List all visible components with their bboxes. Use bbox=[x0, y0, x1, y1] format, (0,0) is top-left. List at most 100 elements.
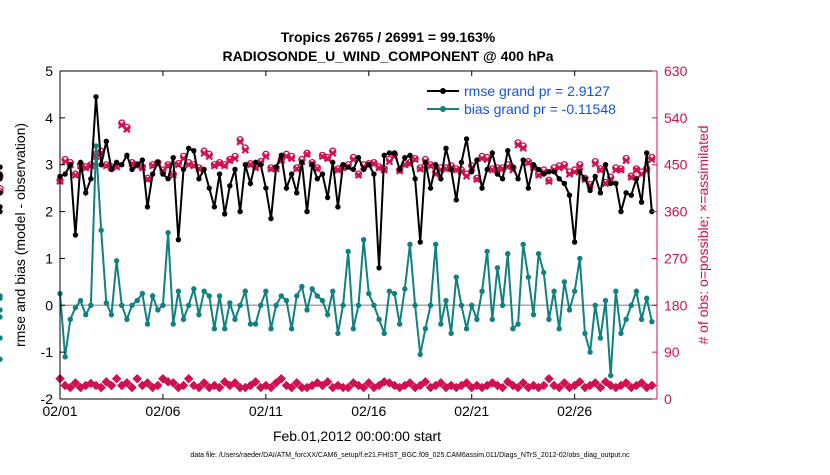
bias-point bbox=[206, 293, 212, 299]
obs-low-marker bbox=[554, 382, 565, 393]
obs-assimilated-marker bbox=[210, 161, 219, 170]
obs-low-marker bbox=[574, 376, 585, 387]
obs-assimilated-marker bbox=[184, 160, 193, 169]
rmse-point bbox=[227, 183, 233, 189]
bias-point bbox=[422, 326, 429, 332]
obs-assimilated-marker bbox=[318, 152, 327, 161]
bias-point bbox=[371, 302, 377, 308]
bias-point bbox=[360, 236, 367, 243]
bias-point bbox=[494, 265, 501, 271]
rmse-point bbox=[592, 173, 598, 180]
rmse-point bbox=[314, 176, 321, 182]
bias-point bbox=[561, 279, 568, 285]
bias-point bbox=[242, 288, 248, 294]
bias-point bbox=[165, 229, 171, 236]
rmse-point bbox=[83, 190, 89, 196]
rmse-point bbox=[458, 159, 465, 166]
obs-assimilated-marker bbox=[349, 155, 358, 164]
bias-point bbox=[499, 302, 506, 308]
x-tick-label: 02/26 bbox=[557, 403, 592, 419]
obs-assimilated-marker bbox=[411, 155, 419, 164]
obs-low-marker bbox=[168, 378, 179, 388]
obs-low-marker bbox=[497, 382, 508, 393]
bias-point bbox=[216, 293, 223, 299]
obs-assimilated-marker bbox=[287, 154, 296, 163]
obs-assimilated-marker bbox=[200, 149, 208, 158]
obs-possible-marker bbox=[0, 172, 4, 180]
rmse-point bbox=[551, 169, 557, 175]
obs-low-marker bbox=[276, 373, 287, 384]
obs-assimilated-marker bbox=[81, 164, 90, 172]
obs-low-marker bbox=[595, 382, 606, 393]
bias-point bbox=[0, 293, 3, 299]
bias-point bbox=[180, 316, 187, 323]
legend-entry: bias grand pr = -0.11548 bbox=[464, 101, 616, 117]
rmse-point bbox=[587, 187, 593, 194]
rmse-point bbox=[62, 171, 68, 177]
bias-point bbox=[0, 335, 3, 341]
rmse-point bbox=[494, 171, 501, 177]
rmse-point bbox=[638, 199, 645, 205]
obs-low-marker bbox=[605, 380, 616, 391]
rmse-point bbox=[201, 166, 207, 173]
rmse-point bbox=[191, 147, 197, 154]
obs-low-marker bbox=[209, 380, 220, 391]
y-left-tick-label: 1 bbox=[45, 250, 53, 266]
rmse-point bbox=[67, 162, 73, 168]
rmse-point bbox=[258, 162, 264, 168]
rmse-point bbox=[407, 152, 413, 159]
rmse-point bbox=[386, 150, 393, 156]
obs-low-marker bbox=[405, 378, 415, 388]
bias-point bbox=[602, 297, 609, 304]
bias-point bbox=[402, 286, 408, 292]
rmse-point bbox=[376, 265, 382, 271]
rmse-point bbox=[185, 145, 192, 152]
bias-point bbox=[93, 143, 99, 149]
rmse-point bbox=[221, 211, 228, 217]
obs-low-marker bbox=[435, 378, 446, 388]
obs-assimilated-marker bbox=[354, 171, 363, 179]
bias-point bbox=[438, 321, 444, 327]
obs-low-marker bbox=[132, 373, 143, 384]
obs-assimilated-marker bbox=[334, 166, 342, 174]
obs-low-marker bbox=[621, 378, 631, 388]
obs-low-marker bbox=[214, 382, 225, 393]
rmse-point bbox=[98, 162, 104, 168]
obs-low-marker bbox=[286, 382, 297, 393]
obs-assimilated-marker bbox=[215, 159, 224, 168]
x-tick-label: 02/11 bbox=[249, 403, 283, 419]
rmse-point bbox=[417, 239, 423, 245]
rmse-point bbox=[196, 176, 202, 182]
obs-assimilated-marker bbox=[519, 144, 527, 152]
bias-point bbox=[247, 321, 254, 327]
bias-point bbox=[479, 288, 485, 294]
bias-point bbox=[221, 326, 228, 332]
rmse-point bbox=[88, 176, 94, 182]
bias-point bbox=[582, 330, 588, 337]
bias-point bbox=[273, 302, 279, 308]
bias-point bbox=[330, 288, 336, 294]
bias-point bbox=[345, 248, 351, 255]
bias-point bbox=[324, 311, 331, 318]
legend-swatch-marker bbox=[440, 106, 446, 112]
rmse-point bbox=[175, 236, 182, 243]
obs-assimilated-marker bbox=[452, 166, 461, 174]
obs-assimilated-marker bbox=[622, 156, 630, 165]
rmse-point bbox=[319, 171, 326, 177]
rmse-point bbox=[0, 190, 3, 196]
rmse-point bbox=[0, 204, 3, 210]
rmse-point bbox=[633, 176, 640, 182]
rmse-point bbox=[283, 185, 290, 191]
rmse-point bbox=[252, 159, 259, 166]
obs-low-marker bbox=[96, 382, 107, 393]
rmse-point bbox=[206, 185, 212, 191]
obs-low-marker bbox=[266, 382, 276, 393]
bias-point bbox=[119, 302, 125, 308]
rmse-point bbox=[489, 150, 496, 156]
rmse-point bbox=[448, 166, 454, 173]
bias-point bbox=[268, 326, 274, 332]
rmse-point bbox=[324, 194, 331, 201]
bias-point bbox=[381, 330, 387, 337]
rmse-point bbox=[510, 164, 516, 170]
